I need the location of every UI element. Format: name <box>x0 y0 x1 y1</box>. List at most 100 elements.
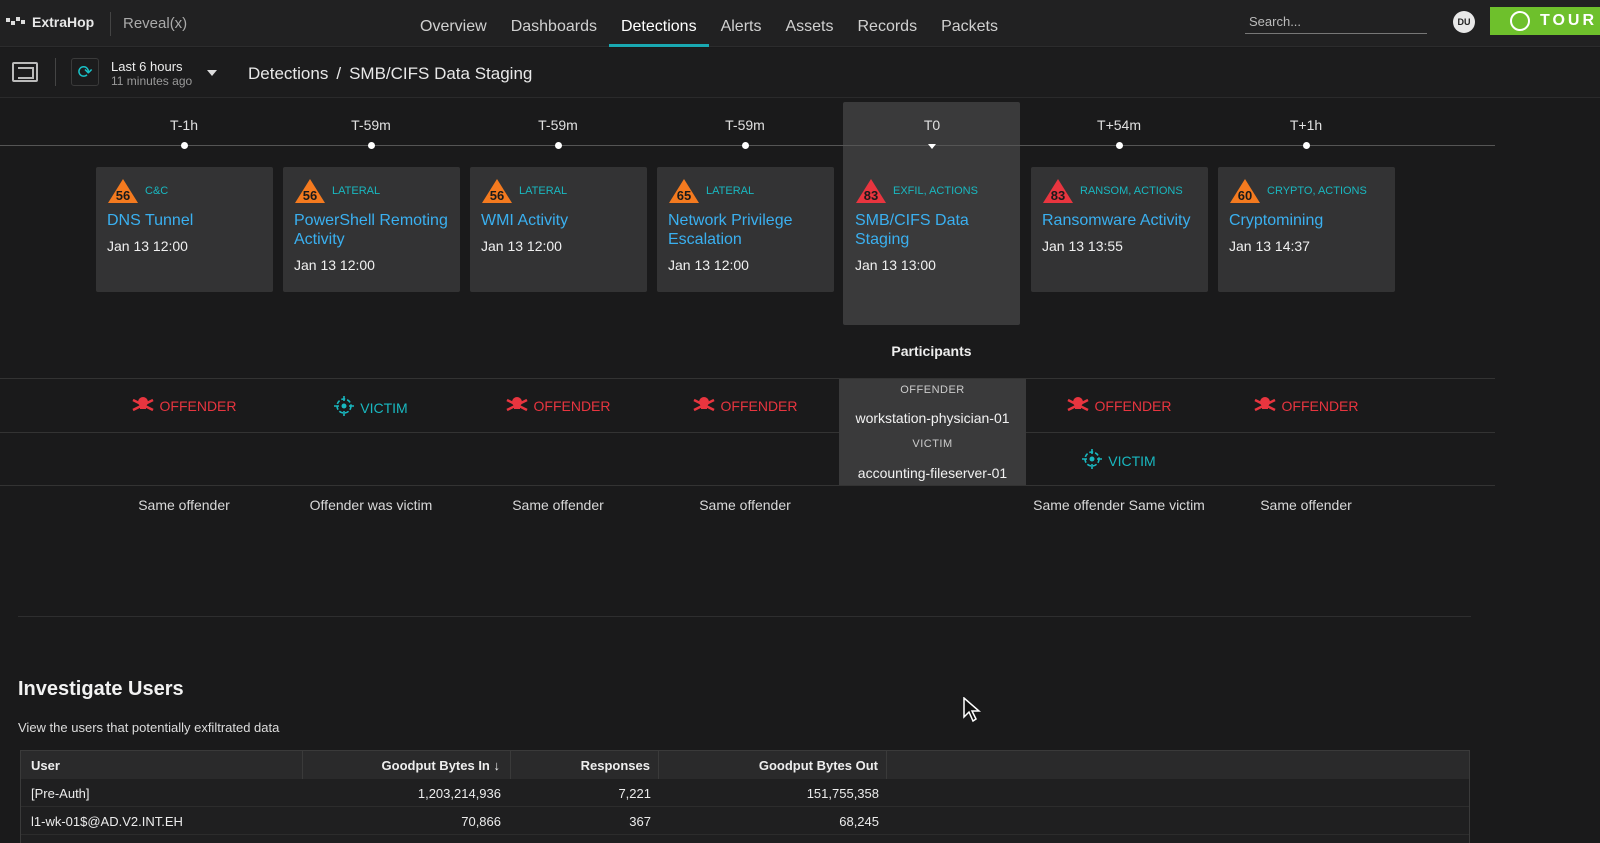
timeline-dot <box>368 142 375 149</box>
detection-category: LATERAL <box>332 185 381 197</box>
time-selector[interactable]: Last 6 hours 11 minutes ago <box>111 59 192 88</box>
victim-badge[interactable]: VICTIM <box>1039 449 1199 472</box>
panel-toggle-icon[interactable] <box>12 62 38 82</box>
offender-label: OFFENDER <box>1094 397 1172 414</box>
victim-host[interactable]: accounting-fileserver-01 <box>857 465 1008 481</box>
offender-badge[interactable]: OFFENDER <box>478 396 638 415</box>
victim-label: VICTIM <box>1108 452 1156 469</box>
detection-title[interactable]: Network Privilege Escalation <box>668 212 793 248</box>
offender-host[interactable]: workstation-physician-01 <box>855 410 1010 426</box>
card-header: 65 LATERAL <box>668 177 823 205</box>
breadcrumb-detections[interactable]: Detections <box>248 64 329 83</box>
col-user[interactable]: User <box>21 751 303 779</box>
nav-link-records[interactable]: Records <box>857 18 918 35</box>
tour-button[interactable]: TOUR <box>1490 7 1600 35</box>
detection-title[interactable]: DNS Tunnel <box>107 212 194 229</box>
extrahop-logo[interactable]: ExtraHop <box>6 14 94 30</box>
offender-badge[interactable]: OFFENDER <box>665 396 825 415</box>
col-responses[interactable]: Responses <box>511 751 659 779</box>
timeline-offset-label: T-59m <box>725 117 765 133</box>
detection-card[interactable]: 56 C&C DNS Tunnel Jan 13 12:00 <box>96 167 273 292</box>
sub-toolbar: ⟳ Last 6 hours 11 minutes ago Detections… <box>0 48 1600 98</box>
nav-link-detections[interactable]: Detections <box>608 0 709 47</box>
victim-badge[interactable]: VICTIM <box>291 396 451 419</box>
relation-label: Same offender <box>512 497 604 513</box>
search-input[interactable]: Search... <box>1245 12 1427 34</box>
cell-bytes-in: 70,866 <box>461 814 501 829</box>
table-row[interactable]: l1-wk-01$@AD.V2.INT.EH 70,866 367 68,245 <box>21 807 1469 835</box>
detection-card[interactable]: 56 LATERAL PowerShell Remoting Activity Jan… <box>283 167 460 292</box>
investigate-title: Investigate Users <box>18 678 184 700</box>
cell-bytes-out: 151,755,358 <box>806 786 879 801</box>
risk-score: 56 <box>489 188 505 203</box>
risk-score: 56 <box>302 188 318 203</box>
chevron-down-icon[interactable] <box>207 70 217 76</box>
card-header: 56 LATERAL <box>481 177 636 205</box>
row-divider <box>0 485 1495 486</box>
risk-score: 65 <box>676 188 692 203</box>
victim-label: VICTIM <box>360 399 408 416</box>
nav-link-dashboards[interactable]: Dashboards <box>510 18 597 35</box>
breadcrumb-separator: / <box>336 64 342 83</box>
detection-card[interactable]: 56 LATERAL WMI Activity Jan 13 12:00 <box>470 167 647 292</box>
detection-title[interactable]: Cryptomining <box>1229 212 1324 229</box>
user-avatar[interactable]: DU <box>1453 11 1475 33</box>
extrahop-logo-icon <box>6 17 25 25</box>
detection-date: Jan 13 13:00 <box>855 257 936 273</box>
offender-badge[interactable]: OFFENDER <box>1226 396 1386 415</box>
detection-card[interactable]: 65 LATERAL Network Privilege Escalation Jan… <box>657 167 834 292</box>
offender-role-label: OFFENDER <box>900 384 965 396</box>
warning-triangle-icon <box>482 179 512 203</box>
card-header: 56 LATERAL <box>294 177 449 205</box>
risk-score-badge: 56 <box>481 178 513 204</box>
main-nav: Overview Dashboards Detections Alerts Assets… <box>408 0 1010 47</box>
card-header: 60 CRYPTO, ACTIONS <box>1229 177 1384 205</box>
card-header: 83 RANSOM, ACTIONS <box>1042 177 1197 205</box>
skull-crossbones-icon <box>692 396 715 415</box>
nav-link-assets[interactable]: Assets <box>785 18 834 35</box>
offender-badge[interactable]: OFFENDER <box>1039 396 1199 415</box>
col-bytes-out[interactable]: Goodput Bytes Out <box>659 751 887 779</box>
row-divider <box>0 378 1495 379</box>
col-bytes-in[interactable]: Goodput Bytes In ↓ <box>303 751 511 779</box>
cell-user: [Pre-Auth] <box>31 786 90 801</box>
product-name: Reveal(x) <box>123 15 188 32</box>
section-divider <box>18 616 1471 617</box>
detection-card[interactable]: 83 RANSOM, ACTIONS Ransomware Activity Jan … <box>1031 167 1208 292</box>
table-row[interactable]: [Pre-Auth] 1,203,214,936 7,221 151,755,3… <box>21 779 1469 807</box>
offender-label: OFFENDER <box>159 397 237 414</box>
timeline-offset-label: T-1h <box>169 117 198 133</box>
warning-triangle-icon <box>669 179 699 203</box>
warning-triangle-icon <box>108 179 138 203</box>
detection-title[interactable]: PowerShell Remoting Activity <box>294 212 448 248</box>
detection-category: CRYPTO, ACTIONS <box>1267 185 1367 197</box>
offender-label: OFFENDER <box>720 397 798 414</box>
offender-label: OFFENDER <box>533 397 611 414</box>
time-updated: 11 minutes ago <box>111 74 193 88</box>
risk-score: 83 <box>1050 188 1066 203</box>
detection-title[interactable]: Ransomware Activity <box>1042 212 1191 229</box>
time-range: Last 6 hours <box>111 59 183 74</box>
detection-category: EXFIL, ACTIONS <box>893 185 978 197</box>
risk-score-badge: 60 <box>1229 178 1261 204</box>
cell-user: l1-wk-01$@AD.V2.INT.EH <box>31 814 183 829</box>
detection-card[interactable]: 60 CRYPTO, ACTIONS Cryptomining Jan 13 14:3… <box>1218 167 1395 292</box>
risk-score-badge: 83 <box>855 178 887 204</box>
relation-label: Same offender Same victim <box>1033 497 1205 513</box>
nav-link-overview[interactable]: Overview <box>420 18 487 35</box>
risk-score-badge: 56 <box>294 178 326 204</box>
warning-triangle-icon <box>1230 179 1260 203</box>
nav-link-packets[interactable]: Packets <box>941 18 998 35</box>
timeline-offset-label: T-59m <box>351 117 391 133</box>
breadcrumb: Detections / SMB/CIFS Data Staging <box>248 64 532 84</box>
refresh-icon[interactable]: ⟳ <box>71 58 99 86</box>
card-header: 56 C&C <box>107 177 262 205</box>
detection-title[interactable]: SMB/CIFS Data Staging <box>855 212 969 248</box>
nav-link-alerts[interactable]: Alerts <box>720 18 762 35</box>
detection-card[interactable]: 83 EXFIL, ACTIONS SMB/CIFS Data Staging Jan… <box>844 167 1021 292</box>
offender-badge[interactable]: OFFENDER <box>104 396 264 415</box>
relation-label: Offender was victim <box>309 497 433 513</box>
risk-score-badge: 65 <box>668 178 700 204</box>
detection-title[interactable]: WMI Activity <box>481 212 569 229</box>
timeline-dot <box>181 142 188 149</box>
